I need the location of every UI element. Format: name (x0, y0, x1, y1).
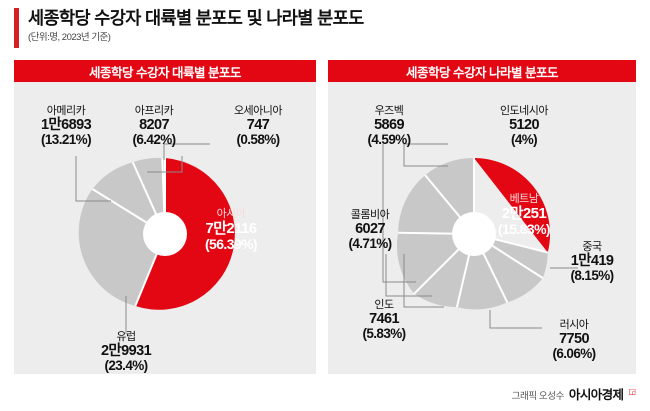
slice-uzbek (396, 232, 474, 294)
continent-chart: 아메리카 1만6893 (13.21%) 아프리카 8207 (6.42%) 오… (14, 82, 316, 374)
label-india: 인도 7461 (5.83%) (362, 299, 406, 341)
donut-hole (452, 212, 496, 256)
label-asia: 아시아 7만2116 (56.39%) (204, 208, 258, 252)
label-colombia: 콜롬비아 6027 (4.71%) (348, 209, 392, 251)
slice-america (92, 162, 165, 234)
label-oceania: 오세아니아 747 (0.58%) (233, 105, 283, 147)
slice-other (425, 157, 474, 234)
page-subtitle: (단위:명, 2023년 기준) (28, 32, 111, 43)
page-title-block: 세종학당 수강자 대륙별 분포도 및 나라별 분포도 (단위:명, 2023년 … (14, 8, 364, 48)
page-title: 세종학당 수강자 대륙별 분포도 및 나라별 분포도 (28, 8, 364, 28)
panel-country-title: 세종학당 수강자 나라별 분포도 (328, 60, 636, 82)
continent-pie-svg (75, 143, 235, 334)
footer-credit: 그래픽 오성수 아시아경제 ◲ (512, 384, 636, 403)
publisher-name: 아시아경제 (568, 388, 624, 402)
label-russia: 러시아 7750 (6.06%) (552, 319, 596, 361)
label-vietnam: 베트남 2만251 (15.83%) (497, 193, 551, 237)
leader-lines (382, 143, 578, 329)
country-pie-svg (382, 143, 578, 329)
panel-country: 세종학당 수강자 나라별 분포도 (328, 60, 636, 374)
label-china: 중국 1만419 (8.15%) (570, 241, 614, 283)
panel-continent-title: 세종학당 수강자 대륙별 분포도 (14, 60, 316, 82)
publisher-mark-icon: ◲ (628, 387, 636, 396)
label-uzbek: 우즈벡 5869 (4.59%) (367, 105, 411, 147)
panel-continent: 세종학당 수강자 대륙별 분포도 (14, 60, 316, 374)
leader-lines (75, 143, 210, 334)
slice-india (456, 234, 508, 310)
slice-russia (474, 234, 543, 303)
label-europe: 유럽 2만9931 (23.4%) (100, 331, 152, 373)
graphic-credit: 그래픽 오성수 (511, 391, 565, 402)
country-chart: 우즈벡 5869 (4.59%) 인도네시아 5120 (4%) 콜롬비아 60… (328, 82, 636, 374)
label-indonesia: 인도네시아 5120 (4%) (499, 105, 549, 147)
slice-europe (78, 189, 165, 306)
label-america: 아메리카 1만6893 (13.21%) (40, 105, 92, 147)
slice-vietnam (474, 157, 551, 253)
slice-colombia (414, 234, 474, 308)
slice-indonesia (398, 175, 474, 234)
label-africa: 아프리카 8207 (6.42%) (132, 105, 176, 147)
donut-hole (143, 212, 187, 256)
